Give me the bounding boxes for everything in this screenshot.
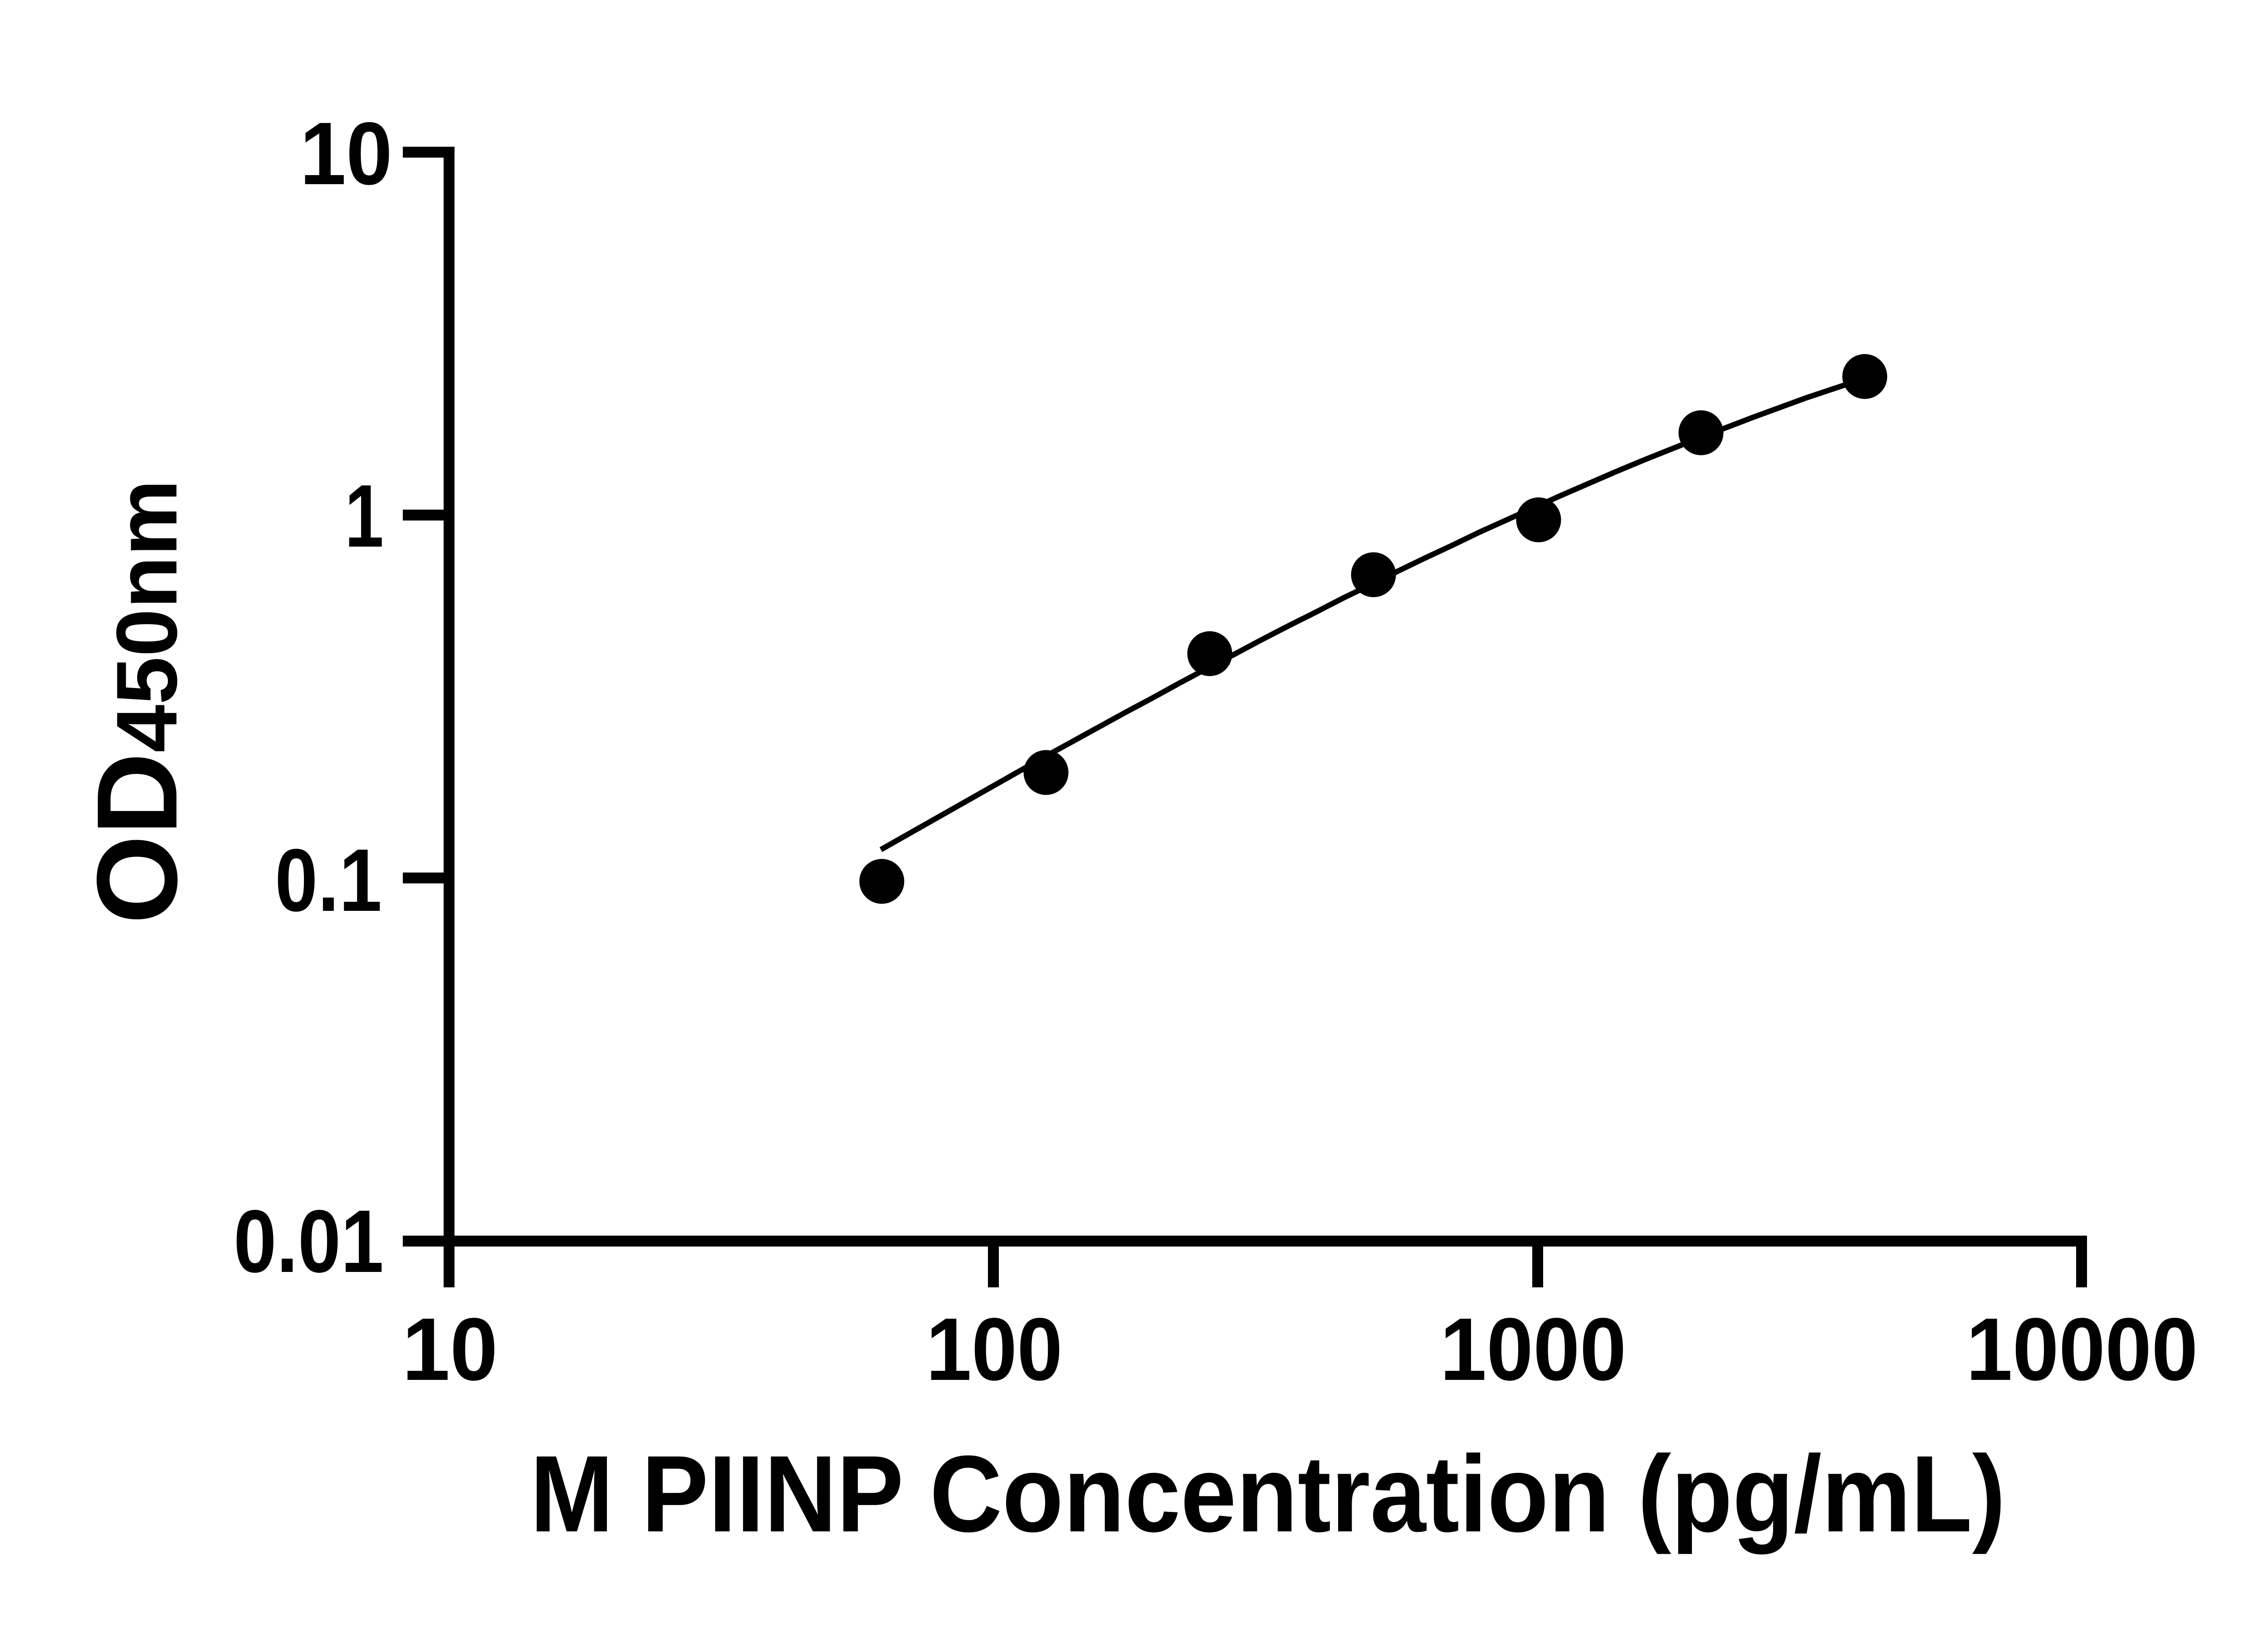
svg-text:M PIINP Concentration (pg/mL): M PIINP Concentration (pg/mL) bbox=[530, 1433, 2006, 1555]
svg-text:1: 1 bbox=[345, 466, 384, 566]
svg-text:10: 10 bbox=[300, 104, 392, 203]
svg-text:10: 10 bbox=[402, 1300, 498, 1399]
svg-text:0.1: 0.1 bbox=[275, 831, 382, 930]
svg-text:OD450nm: OD450nm bbox=[73, 479, 201, 924]
svg-text:10000: 10000 bbox=[1966, 1300, 2198, 1399]
svg-text:1000: 1000 bbox=[1440, 1300, 1627, 1399]
svg-text:0.01: 0.01 bbox=[234, 1192, 384, 1291]
svg-text:100: 100 bbox=[926, 1300, 1063, 1399]
